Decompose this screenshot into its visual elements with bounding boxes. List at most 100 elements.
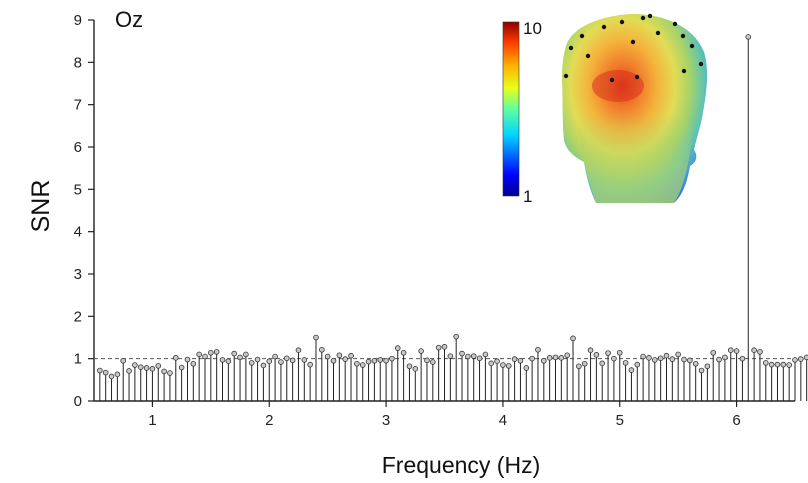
stem-marker [167, 370, 173, 376]
stem-marker [774, 361, 781, 368]
colorbar-gradient [502, 21, 520, 197]
stem-marker [640, 353, 646, 360]
electrode-dot [647, 13, 653, 19]
stem-marker [424, 357, 430, 364]
stem-marker [190, 360, 197, 367]
stem-marker [558, 355, 565, 361]
stem-marker [523, 365, 530, 371]
electrode-dot [655, 30, 661, 36]
stem-marker [733, 348, 740, 354]
stem-marker [616, 349, 623, 356]
stem-marker [248, 360, 255, 366]
stem-marker [792, 357, 798, 363]
stem-marker [739, 355, 746, 362]
y-ticks: 0 1 2 3 4 5 6 7 8 9 [74, 12, 94, 410]
colorbar-max-label: 10 [523, 19, 542, 38]
stem-marker [336, 352, 343, 359]
stem-marker [576, 363, 582, 370]
stem-marker [178, 364, 185, 371]
stem-marker [219, 357, 226, 363]
stem-marker [231, 350, 238, 357]
stem-marker [272, 353, 278, 360]
stem-marker [459, 350, 465, 357]
stem-marker [751, 347, 757, 354]
stem-marker [126, 368, 132, 374]
stem-marker [313, 334, 319, 341]
occipital-peak [592, 70, 644, 102]
x-ticks: 1 2 3 4 5 6 [148, 401, 741, 429]
stem-marker [517, 357, 524, 364]
stem-marker [114, 371, 121, 378]
stem-marker [657, 355, 664, 362]
stem-marker [155, 363, 162, 369]
stem-marker [418, 348, 424, 354]
stem-marker [243, 351, 249, 358]
stem-marker [447, 353, 454, 359]
stem-marker [213, 349, 220, 355]
stem-marker [412, 366, 419, 372]
stem-marker [389, 355, 395, 362]
y-tick-label: 0 [74, 393, 82, 410]
x-tick-label: 2 [265, 412, 273, 429]
stem-marker [669, 356, 676, 362]
stem-marker [768, 361, 775, 368]
stem-marker [552, 354, 559, 361]
stem-marker [722, 354, 728, 361]
stem-marker [570, 335, 576, 342]
y-tick-label: 2 [74, 308, 82, 325]
y-tick-label: 5 [74, 181, 82, 198]
stem-marker [149, 366, 156, 372]
stem-marker [430, 359, 436, 365]
stem-marker [535, 346, 541, 353]
stem-marker [394, 345, 401, 351]
x-tick-label: 1 [148, 412, 156, 429]
y-tick-label: 8 [74, 54, 82, 71]
stem-marker [295, 347, 302, 354]
y-tick-label: 6 [74, 139, 82, 156]
stem-marker [494, 358, 500, 365]
stem-marker [500, 362, 506, 368]
stem-marker [283, 355, 290, 362]
stem-marker [786, 362, 792, 368]
y-tick-label: 4 [74, 224, 82, 241]
electrode-dot [634, 74, 640, 80]
colorbar: 10 1 [502, 19, 542, 206]
colorbar-min-label: 1 [523, 187, 532, 206]
x-tick-label: 4 [499, 412, 507, 429]
electrode-markers [563, 13, 704, 83]
stem-marker [97, 367, 103, 374]
stem-marker [646, 355, 652, 361]
stem-marker [330, 357, 337, 364]
stem-marker [727, 347, 734, 354]
stem-marker [546, 355, 553, 361]
stem-marker [611, 355, 617, 362]
electrode-dot [619, 19, 625, 25]
stem-marker [143, 365, 150, 371]
stem-marker [354, 360, 360, 367]
electrode-dot [640, 15, 646, 21]
stem-marker [132, 362, 138, 368]
stem-marker [593, 352, 600, 358]
electrode-dot [681, 68, 687, 74]
stem-marker [581, 360, 588, 367]
stem-marker [377, 357, 384, 363]
stem-marker [698, 367, 705, 374]
electrode-dot [585, 53, 591, 59]
stem-marker [798, 356, 804, 362]
stem-marker [237, 354, 243, 361]
x-axis-title: Frequency (Hz) [382, 452, 540, 478]
stem-marker [681, 356, 687, 363]
stem-marker [488, 360, 495, 367]
y-tick-label: 9 [74, 12, 82, 29]
electrode-dot [609, 77, 615, 83]
stem-marker [465, 353, 471, 360]
electrode-dot [563, 73, 569, 79]
stem-marker [307, 361, 313, 368]
y-tick-label: 3 [74, 266, 82, 283]
chart-title: Oz [115, 7, 143, 32]
stem-marker [716, 356, 722, 363]
stem-marker [564, 352, 570, 359]
stem-marker [108, 373, 115, 380]
stem-marker [628, 367, 635, 373]
stem-marker [102, 369, 109, 376]
